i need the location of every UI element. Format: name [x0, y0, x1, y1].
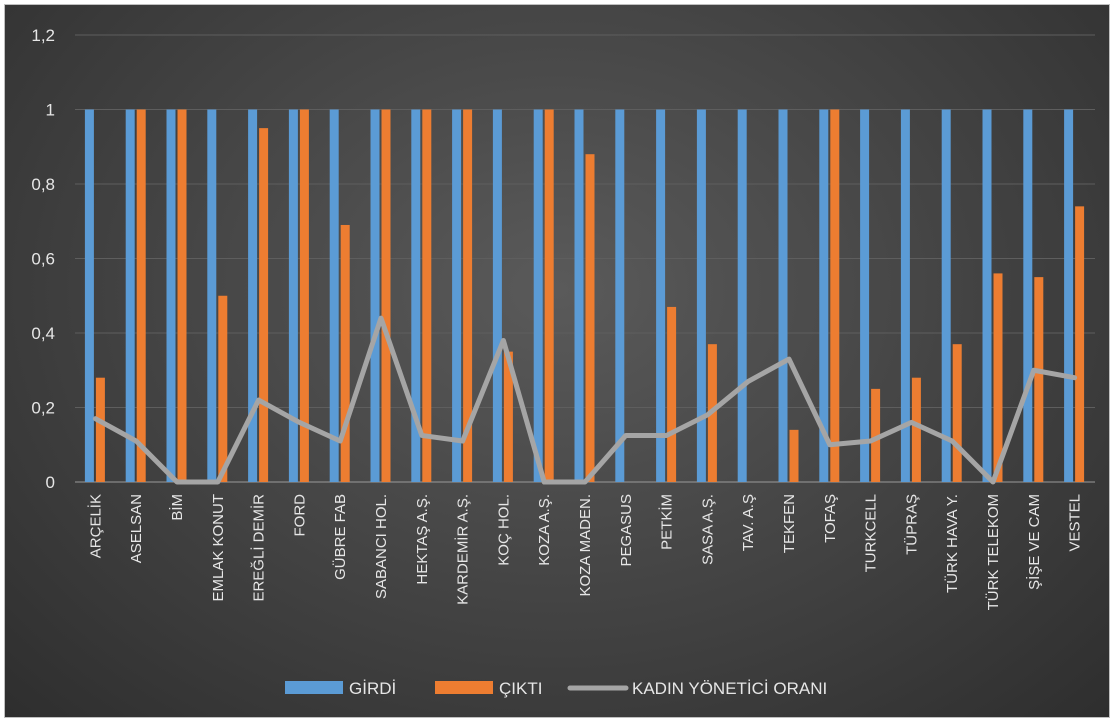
- bar-cikti: [299, 109, 309, 482]
- bar-girdi: [737, 109, 747, 482]
- x-category-label: TÜRK TELEKOM: [984, 494, 1002, 610]
- bar-cikti: [218, 295, 228, 482]
- bar-girdi: [84, 109, 94, 482]
- chart-area: 0 0,2 0,4 0,6 0,8 1 1,2 ARÇELİK ASELSAN BİM EMLAK…: [4, 4, 1110, 718]
- y-tick-label: 0,6: [31, 250, 55, 269]
- x-category-label: TAV. A.Ş: [740, 494, 757, 551]
- bar-cikti: [503, 351, 513, 482]
- bar-cikti: [952, 344, 962, 482]
- bar-girdi: [1064, 109, 1074, 482]
- bar-girdi: [1023, 109, 1033, 482]
- x-category-label: TÜPRAŞ: [902, 494, 920, 555]
- x-category-label: FORD: [291, 494, 308, 537]
- legend-label: KADIN YÖNETİCİ ORANI: [632, 679, 827, 698]
- bar-girdi: [982, 109, 992, 482]
- x-category-label: VESTEL: [1067, 494, 1084, 552]
- bar-cikti: [830, 109, 840, 482]
- y-tick-label: 0: [46, 473, 55, 492]
- bar-girdi: [574, 109, 584, 482]
- line-kadin-yonetici-orani: [92, 315, 1078, 485]
- x-category-label: PETKİM: [658, 494, 676, 550]
- bar-girdi: [656, 109, 666, 482]
- x-category-label: EMLAK KONUT: [210, 494, 227, 602]
- legend-label: GİRDİ: [349, 679, 396, 698]
- bar-cikti: [463, 109, 473, 482]
- bar-cikti: [667, 306, 677, 482]
- line-series: [92, 315, 1078, 485]
- y-tick-label: 0,2: [31, 399, 55, 418]
- bar-girdi: [778, 109, 788, 482]
- x-category-label: ARÇELİK: [86, 494, 104, 558]
- bar-girdi: [900, 109, 910, 482]
- x-axis-labels: ARÇELİK ASELSAN BİM EMLAK KONUT EREĞLİ DEMİR…: [86, 494, 1083, 611]
- x-category-label: KOZA A.Ş.: [536, 494, 553, 566]
- bar-girdi: [370, 109, 380, 482]
- bar-cikti: [993, 273, 1003, 482]
- bar-cikti: [1034, 277, 1044, 482]
- bar-girdi: [166, 109, 176, 482]
- bar-cikti: [544, 109, 554, 482]
- y-tick-label: 1: [46, 101, 55, 120]
- bar-cikti: [789, 429, 799, 482]
- y-tick-label: 1,2: [31, 26, 55, 45]
- legend-label: ÇIKTI: [499, 679, 542, 698]
- bar-cikti: [1075, 206, 1085, 482]
- y-tick-label: 0,8: [31, 175, 55, 194]
- bar-girdi: [207, 109, 217, 482]
- bar-cikti: [340, 224, 350, 482]
- x-category-label: TÜRK HAVA Y.: [943, 494, 961, 593]
- bars: [84, 109, 1085, 482]
- bar-girdi: [288, 109, 298, 482]
- x-category-label: TURKCELL: [863, 494, 880, 572]
- x-category-label: ŞİŞE VE CAM: [1025, 494, 1043, 590]
- bar-girdi: [860, 109, 870, 482]
- y-tick-label: 0,4: [31, 324, 55, 343]
- bar-cikti: [259, 128, 269, 482]
- x-category-label: PEGASUS: [618, 494, 635, 567]
- x-category-label: HEKTAŞ A.Ş.: [414, 494, 431, 585]
- bar-girdi: [329, 109, 339, 482]
- x-category-label: KOZA MADEN.: [577, 494, 594, 597]
- x-category-label: BİM: [168, 494, 186, 521]
- bar-girdi: [125, 109, 135, 482]
- legend: GİRDİ ÇIKTI KADIN YÖNETİCİ ORANI: [285, 679, 827, 698]
- legend-swatch: [435, 681, 493, 694]
- x-category-label: EREĞLİ DEMİR: [250, 494, 268, 602]
- bar-cikti: [585, 154, 595, 482]
- bar-girdi: [411, 109, 421, 482]
- bar-cikti: [422, 109, 432, 482]
- bar-girdi: [533, 109, 543, 482]
- bar-cikti: [177, 109, 187, 482]
- combo-chart: 0 0,2 0,4 0,6 0,8 1 1,2 ARÇELİK ASELSAN BİM EMLAK…: [31, 26, 1095, 698]
- gridlines: [75, 34, 1095, 483]
- bar-cikti: [136, 109, 146, 482]
- bar-girdi: [941, 109, 951, 482]
- bar-girdi: [819, 109, 829, 482]
- x-category-label: TEKFEN: [781, 494, 798, 553]
- bar-cikti: [381, 109, 391, 482]
- bar-cikti: [911, 377, 921, 482]
- bar-girdi: [696, 109, 706, 482]
- legend-swatch: [285, 681, 343, 694]
- y-axis-ticks: 0 0,2 0,4 0,6 0,8 1 1,2: [31, 26, 55, 492]
- bar-cikti: [871, 388, 881, 482]
- x-category-label: SABANCI HOL.: [373, 494, 390, 599]
- bar-cikti: [95, 377, 105, 482]
- bar-girdi: [452, 109, 462, 482]
- x-category-label: KOÇ HOL.: [495, 494, 512, 566]
- x-category-label: GÜBRE FAB: [331, 494, 349, 580]
- bar-girdi: [492, 109, 502, 482]
- x-category-label: TOFAŞ: [822, 494, 839, 543]
- x-category-label: ASELSAN: [128, 494, 145, 563]
- x-category-label: SASA A.Ş.: [699, 494, 716, 565]
- bar-girdi: [615, 109, 625, 482]
- x-category-label: KARDEMİR A.Ş.: [454, 494, 472, 605]
- bar-girdi: [248, 109, 258, 482]
